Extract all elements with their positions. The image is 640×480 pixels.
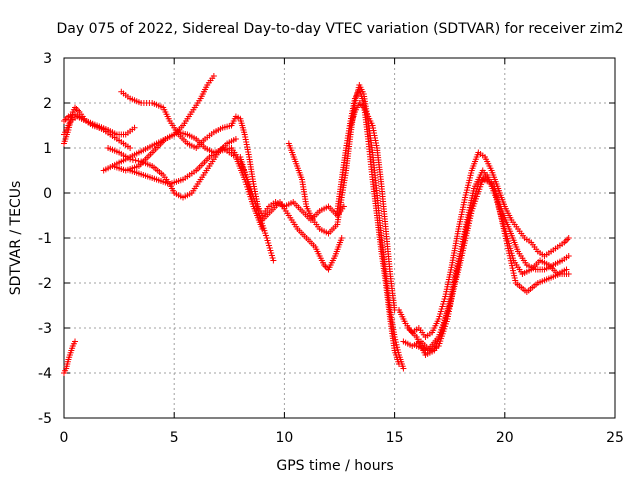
data-point bbox=[210, 73, 217, 79]
series-14 bbox=[396, 149, 572, 340]
series-12 bbox=[334, 86, 403, 367]
data-point bbox=[135, 157, 142, 164]
x-tick-label: 15 bbox=[386, 430, 404, 446]
y-axis-label: SDTVAR / TECUs bbox=[8, 181, 24, 296]
data-point bbox=[338, 235, 345, 241]
data-point bbox=[565, 271, 572, 277]
y-tick-label: 2 bbox=[43, 96, 52, 112]
data-points bbox=[61, 73, 572, 376]
data-point bbox=[340, 203, 347, 210]
data-point bbox=[270, 257, 277, 264]
x-tick-label: 5 bbox=[170, 430, 179, 446]
data-point bbox=[400, 365, 407, 372]
data-point bbox=[132, 157, 139, 164]
data-point bbox=[105, 127, 112, 133]
series-9 bbox=[228, 113, 347, 223]
series-10 bbox=[237, 154, 345, 273]
series-3 bbox=[61, 113, 112, 138]
y-tick-label: -5 bbox=[38, 411, 52, 427]
data-point bbox=[562, 238, 569, 244]
data-point bbox=[131, 124, 138, 131]
x-tick-labels: 0 5 10 15 20 25 bbox=[60, 430, 624, 446]
y-tick-label: -1 bbox=[38, 231, 52, 247]
x-tick-label: 20 bbox=[496, 430, 514, 446]
x-tick-label: 0 bbox=[60, 430, 69, 446]
data-point bbox=[565, 235, 572, 241]
data-point bbox=[564, 236, 571, 243]
chart-title: Day 075 of 2022, Sidereal Day-to-day VTE… bbox=[57, 21, 624, 37]
series-5 bbox=[118, 88, 235, 151]
x-axis-label: GPS time / hours bbox=[276, 458, 393, 474]
y-tick-label: -4 bbox=[38, 366, 52, 382]
data-point bbox=[127, 145, 134, 151]
data-point bbox=[259, 226, 266, 232]
data-point bbox=[61, 118, 67, 124]
data-point bbox=[62, 116, 69, 123]
series-15 bbox=[400, 167, 572, 354]
data-point bbox=[127, 156, 134, 163]
y-tick-label: 1 bbox=[43, 141, 52, 157]
data-point bbox=[129, 156, 136, 163]
y-tick-label: 3 bbox=[43, 51, 52, 67]
data-point bbox=[393, 341, 400, 348]
data-point bbox=[232, 136, 239, 142]
x-tick-label: 25 bbox=[606, 430, 624, 446]
series-13 bbox=[347, 100, 398, 313]
y-tick-labels: -5 -4 -3 -2 -1 0 1 2 3 bbox=[38, 51, 52, 427]
series-17 bbox=[413, 176, 572, 354]
data-point bbox=[396, 361, 403, 367]
series-6 bbox=[105, 136, 239, 201]
data-point bbox=[394, 344, 401, 351]
series-16 bbox=[404, 172, 570, 358]
y-tick-label: -2 bbox=[38, 276, 52, 292]
y-tick-label: 0 bbox=[43, 186, 52, 202]
series-0 bbox=[61, 338, 79, 376]
y-tick-label: -3 bbox=[38, 321, 52, 337]
series-4 bbox=[100, 73, 217, 174]
x-tick-label: 10 bbox=[275, 430, 293, 446]
data-point bbox=[565, 253, 572, 259]
data-point bbox=[72, 338, 79, 345]
data-point bbox=[74, 107, 81, 114]
